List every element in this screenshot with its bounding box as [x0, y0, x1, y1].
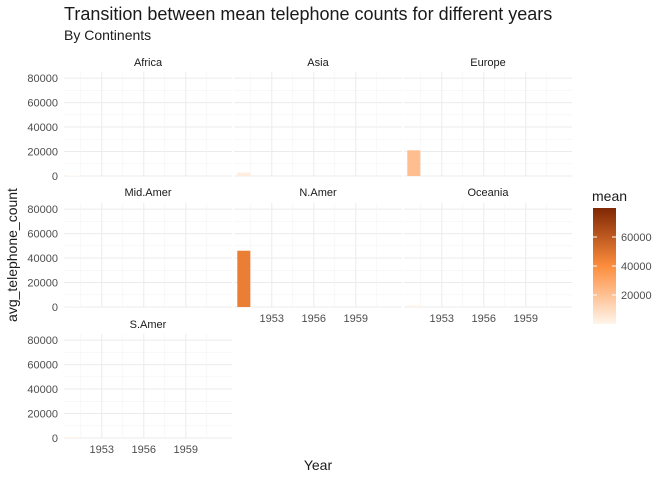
facet-strip-label: Africa: [134, 57, 163, 69]
facet-panel-asia: Asia: [234, 57, 402, 177]
x-tick-label: 1959: [174, 444, 198, 456]
x-tick-label: 1956: [132, 444, 156, 456]
y-axis-label: avg_telephone_count: [4, 188, 20, 322]
y-tick-label: 0: [52, 171, 58, 183]
y-tick-label: 0: [52, 302, 58, 314]
facet-panel-samer: S.Amer 0 20000 40000 60000 80000 1953 1956 1959: [27, 319, 232, 456]
x-tick-label: 1956: [472, 313, 496, 325]
y-tick-label: 0: [52, 433, 58, 445]
y-tick-label: 40000: [27, 122, 58, 134]
y-tick-label: 80000: [27, 204, 58, 216]
y-tick-label: 60000: [27, 98, 58, 110]
y-tick-label: 40000: [27, 253, 58, 265]
legend-tick-label: 40000: [621, 261, 652, 273]
y-tick-label: 80000: [27, 335, 58, 347]
y-tick-label: 60000: [27, 360, 58, 372]
facet-strip-label: Oceania: [468, 187, 510, 199]
facet-strip-label: N.Amer: [299, 187, 337, 199]
x-tick-label: 1959: [344, 313, 368, 325]
facet-panel-midamer: Mid.Amer 0 20000 40000 60000 80000: [27, 187, 232, 314]
x-tick-label: 1953: [90, 444, 114, 456]
legend-tick-label: 20000: [621, 290, 652, 302]
facet-panel-oceania: Oceania 1953 1956 1959: [404, 187, 572, 325]
facet-strip-label: Europe: [470, 57, 505, 69]
bar-namer: [237, 250, 251, 307]
y-tick-label: 60000: [27, 229, 58, 241]
x-tick-label: 1953: [260, 313, 284, 325]
y-tick-label: 20000: [27, 409, 58, 421]
facet-panel-europe: Europe: [404, 57, 572, 177]
y-tick-label: 40000: [27, 384, 58, 396]
bar-oceania: [407, 305, 421, 307]
x-tick-label: 1959: [514, 313, 538, 325]
facet-strip-label: Mid.Amer: [124, 187, 171, 199]
legend-tick-label: 60000: [621, 232, 652, 244]
legend-title: mean: [592, 188, 627, 204]
x-tick-label: 1956: [302, 313, 326, 325]
x-axis-label: Year: [304, 457, 333, 473]
y-tick-label: 20000: [27, 278, 58, 290]
chart-title: Transition between mean telephone counts…: [64, 4, 553, 24]
bar-asia: [237, 172, 251, 176]
facet-strip-label: S.Amer: [130, 319, 167, 331]
facet-panel-namer: N.Amer 1953 1956 1959: [234, 187, 402, 325]
chart-subtitle: By Continents: [64, 27, 152, 43]
legend-colorbar: [593, 208, 616, 324]
facet-strip-label: Asia: [307, 57, 329, 69]
facet-panel-africa: Africa 0 20000 40000 60000 80000: [27, 57, 232, 183]
bar-samer: [67, 436, 81, 438]
y-tick-label: 20000: [27, 147, 58, 159]
x-tick-label: 1953: [430, 313, 454, 325]
y-tick-label: 80000: [27, 73, 58, 85]
bar-europe: [407, 150, 421, 176]
